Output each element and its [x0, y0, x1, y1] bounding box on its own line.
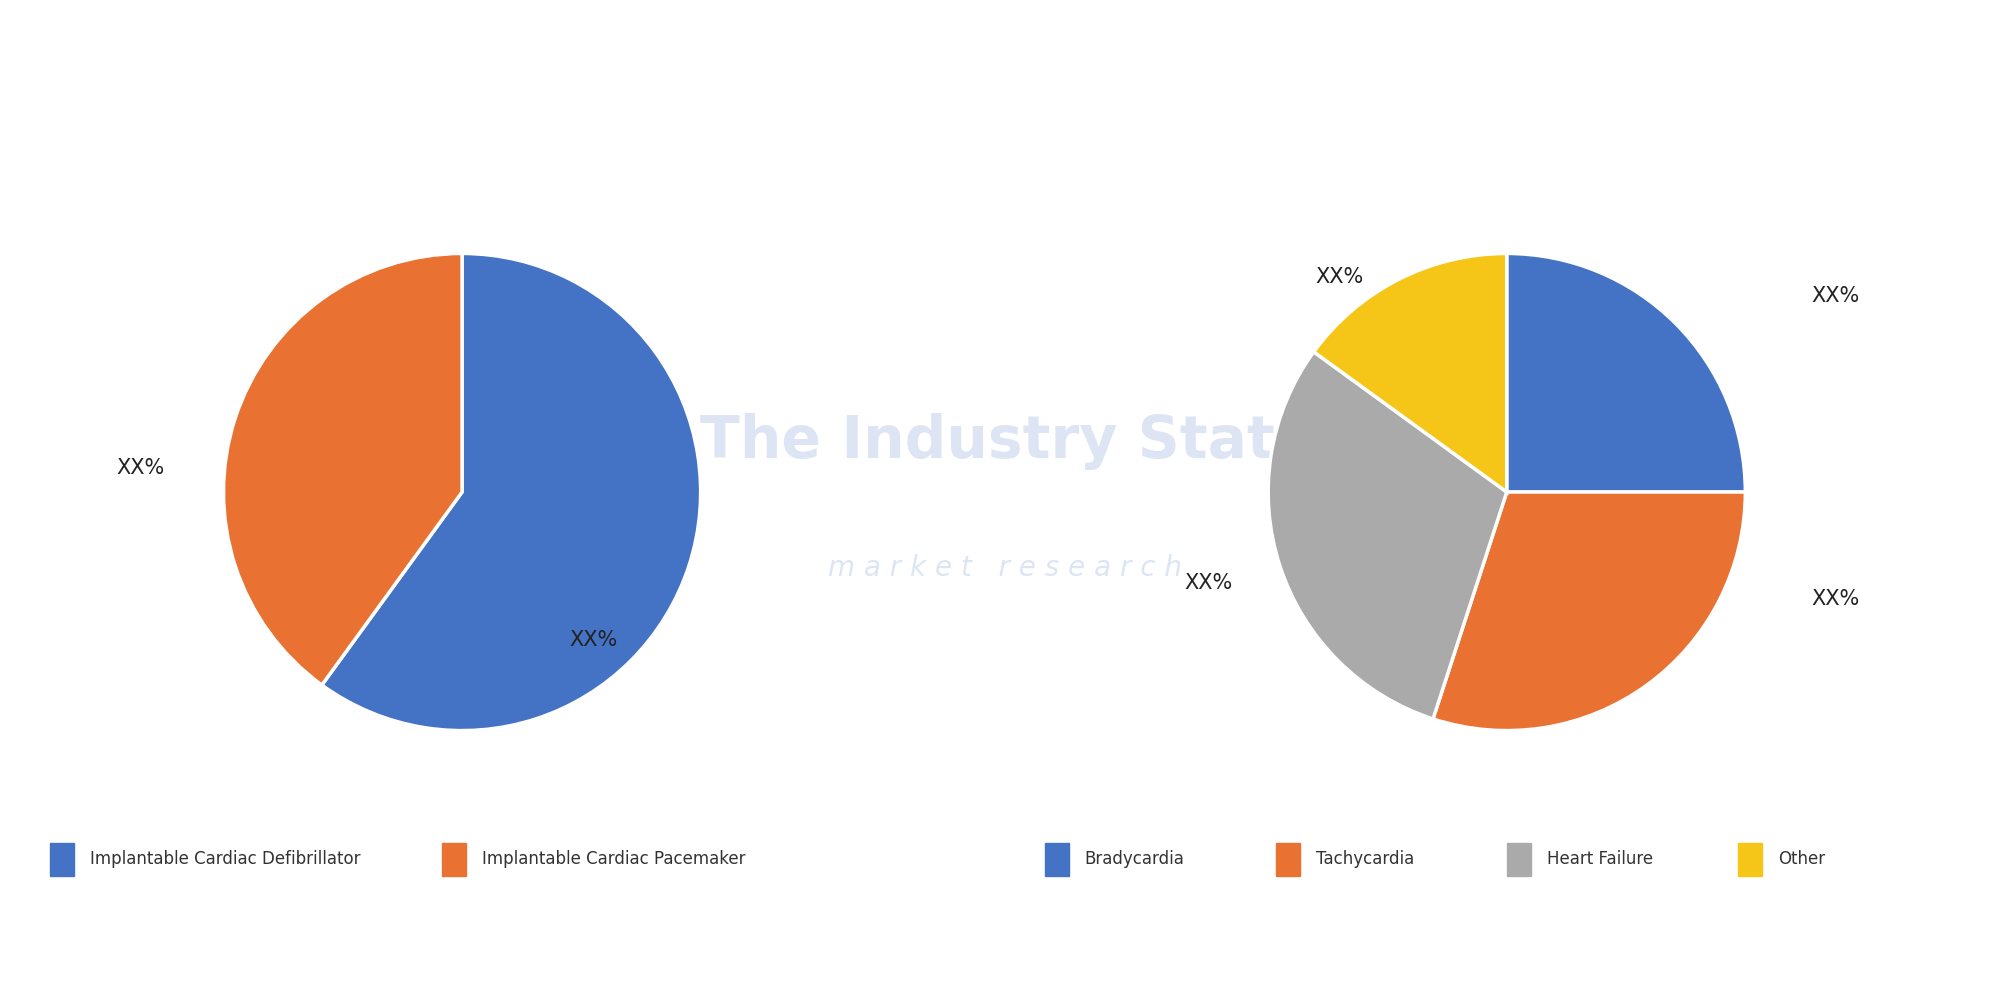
Wedge shape	[1314, 253, 1507, 492]
Text: Implantable Cardiac Defibrillator: Implantable Cardiac Defibrillator	[90, 850, 362, 869]
Text: Fig. Global Implantable Cardiac Defibrillator and Implantable Cardiac Pacemaker : Fig. Global Implantable Cardiac Defibril…	[26, 46, 1254, 66]
Text: Heart Failure: Heart Failure	[1547, 850, 1653, 869]
Wedge shape	[1507, 253, 1746, 492]
Bar	[442, 843, 466, 876]
Text: Implantable Cardiac Pacemaker: Implantable Cardiac Pacemaker	[482, 850, 745, 869]
Text: XX%: XX%	[1812, 589, 1860, 609]
Wedge shape	[321, 253, 701, 731]
Text: Website: www.theindustrystats.com: Website: www.theindustrystats.com	[1643, 947, 1985, 966]
Text: XX%: XX%	[569, 630, 617, 650]
Text: Other: Other	[1778, 850, 1824, 869]
Text: XX%: XX%	[1316, 267, 1364, 287]
Wedge shape	[1432, 492, 1746, 731]
Text: The Industry Stats: The Industry Stats	[699, 413, 1310, 469]
Text: Tachycardia: Tachycardia	[1316, 850, 1414, 869]
Text: Bradycardia: Bradycardia	[1085, 850, 1185, 869]
Bar	[1738, 843, 1762, 876]
Text: Source: Theindustrystats Analysis: Source: Theindustrystats Analysis	[24, 947, 344, 966]
Bar	[1507, 843, 1531, 876]
Text: XX%: XX%	[117, 458, 165, 478]
Bar	[1045, 843, 1069, 876]
Bar	[50, 843, 74, 876]
Text: Email: sales@theindustrystats.com: Email: sales@theindustrystats.com	[840, 947, 1169, 966]
Text: XX%: XX%	[1185, 573, 1234, 592]
Bar	[1276, 843, 1300, 876]
Text: XX%: XX%	[1812, 286, 1860, 306]
Wedge shape	[1268, 352, 1507, 719]
Text: Product Types & Application: Product Types & Application	[26, 125, 380, 146]
Text: m a r k e t   r e s e a r c h: m a r k e t r e s e a r c h	[828, 555, 1181, 582]
Wedge shape	[223, 253, 462, 685]
